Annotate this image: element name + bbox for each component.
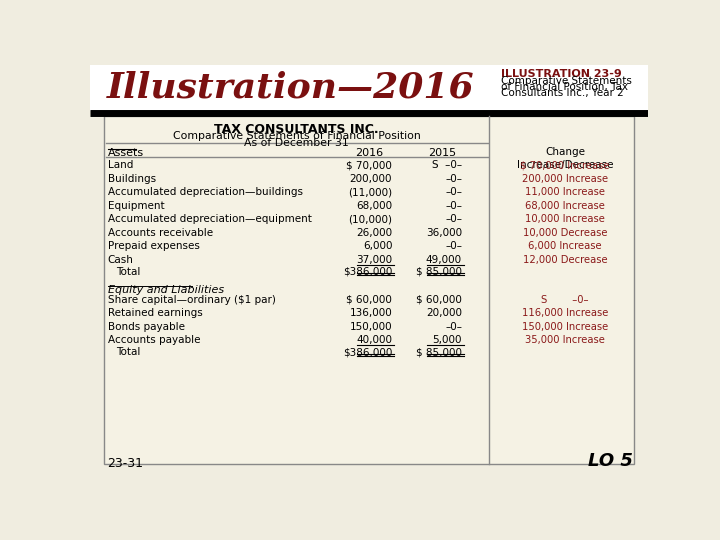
Text: Equity and Liabilities: Equity and Liabilities bbox=[108, 286, 224, 295]
Text: 6,000: 6,000 bbox=[363, 241, 392, 251]
Text: 2015: 2015 bbox=[428, 148, 456, 158]
Text: (11,000): (11,000) bbox=[348, 187, 392, 197]
Bar bbox=[104, 116, 634, 464]
Text: Accounts payable: Accounts payable bbox=[108, 335, 200, 345]
Text: As of December 31: As of December 31 bbox=[244, 138, 349, 148]
Text: –0–: –0– bbox=[445, 214, 462, 224]
Text: 68,000: 68,000 bbox=[356, 201, 392, 211]
Text: 20,000: 20,000 bbox=[426, 308, 462, 318]
Text: Illustration—2016: Illustration—2016 bbox=[107, 71, 474, 105]
Text: (10,000): (10,000) bbox=[348, 214, 392, 224]
Text: 6,000 Increase: 6,000 Increase bbox=[528, 241, 602, 251]
Text: 23-31: 23-31 bbox=[107, 457, 143, 470]
Text: 40,000: 40,000 bbox=[356, 335, 392, 345]
Text: S        –0–: S –0– bbox=[541, 295, 589, 305]
Text: $ 60,000: $ 60,000 bbox=[416, 295, 462, 305]
Text: Bonds payable: Bonds payable bbox=[108, 322, 185, 332]
Text: 36,000: 36,000 bbox=[426, 228, 462, 238]
Text: 136,000: 136,000 bbox=[349, 308, 392, 318]
Text: 10,000 Decrease: 10,000 Decrease bbox=[523, 228, 608, 238]
Text: –0–: –0– bbox=[445, 187, 462, 197]
Text: 12,000 Decrease: 12,000 Decrease bbox=[523, 254, 608, 265]
Text: –0–: –0– bbox=[445, 241, 462, 251]
Text: $ 60,000: $ 60,000 bbox=[346, 295, 392, 305]
Text: 200,000: 200,000 bbox=[350, 174, 392, 184]
Text: $386,000: $386,000 bbox=[343, 347, 392, 357]
Text: ILLUSTRATION 23-9: ILLUSTRATION 23-9 bbox=[500, 69, 621, 79]
Text: Accumulated depreciation—buildings: Accumulated depreciation—buildings bbox=[108, 187, 303, 197]
Text: Assets: Assets bbox=[108, 148, 144, 158]
Text: $ 85,000: $ 85,000 bbox=[416, 267, 462, 276]
Text: of Financial Position, Tax: of Financial Position, Tax bbox=[500, 82, 628, 92]
Text: 2016: 2016 bbox=[355, 148, 383, 158]
Text: 5,000: 5,000 bbox=[433, 335, 462, 345]
Text: Comparative Statements of Financial Position: Comparative Statements of Financial Posi… bbox=[173, 131, 420, 141]
Bar bbox=[90, 65, 648, 111]
Text: $ 85,000: $ 85,000 bbox=[416, 347, 462, 357]
Text: Land: Land bbox=[108, 160, 133, 170]
Text: 150,000 Increase: 150,000 Increase bbox=[522, 322, 608, 332]
Text: 10,000 Increase: 10,000 Increase bbox=[525, 214, 605, 224]
Text: Change
Increase/Decrease: Change Increase/Decrease bbox=[517, 147, 613, 170]
Text: $ 70,000: $ 70,000 bbox=[346, 160, 392, 170]
Text: $ 70,000 Increase: $ 70,000 Increase bbox=[521, 160, 610, 170]
Text: Total: Total bbox=[116, 267, 140, 276]
Text: –0–: –0– bbox=[445, 322, 462, 332]
Text: Consultants Inc., Year 2: Consultants Inc., Year 2 bbox=[500, 88, 624, 98]
Text: Total: Total bbox=[116, 347, 140, 357]
Text: Cash: Cash bbox=[108, 254, 134, 265]
Text: 150,000: 150,000 bbox=[350, 322, 392, 332]
Text: TAX CONSULTANTS INC.: TAX CONSULTANTS INC. bbox=[215, 123, 379, 136]
Text: Retained earnings: Retained earnings bbox=[108, 308, 202, 318]
Text: Comparative Statements: Comparative Statements bbox=[500, 76, 631, 85]
Text: $386,000: $386,000 bbox=[343, 267, 392, 276]
Text: Share capital—ordinary ($1 par): Share capital—ordinary ($1 par) bbox=[108, 295, 276, 305]
Text: –0–: –0– bbox=[445, 201, 462, 211]
Text: 26,000: 26,000 bbox=[356, 228, 392, 238]
Text: Prepaid expenses: Prepaid expenses bbox=[108, 241, 199, 251]
Text: 116,000 Increase: 116,000 Increase bbox=[522, 308, 608, 318]
Text: 11,000 Increase: 11,000 Increase bbox=[525, 187, 605, 197]
Text: 35,000 Increase: 35,000 Increase bbox=[525, 335, 605, 345]
Text: 37,000: 37,000 bbox=[356, 254, 392, 265]
Text: S  –0–: S –0– bbox=[432, 160, 462, 170]
Text: –0–: –0– bbox=[445, 174, 462, 184]
Text: Buildings: Buildings bbox=[108, 174, 156, 184]
Text: 200,000 Increase: 200,000 Increase bbox=[522, 174, 608, 184]
Text: Equipment: Equipment bbox=[108, 201, 164, 211]
Text: Accounts receivable: Accounts receivable bbox=[108, 228, 213, 238]
Text: Accumulated depreciation—equipment: Accumulated depreciation—equipment bbox=[108, 214, 312, 224]
Text: LO 5: LO 5 bbox=[588, 452, 632, 470]
Text: 68,000 Increase: 68,000 Increase bbox=[525, 201, 605, 211]
Text: 49,000: 49,000 bbox=[426, 254, 462, 265]
